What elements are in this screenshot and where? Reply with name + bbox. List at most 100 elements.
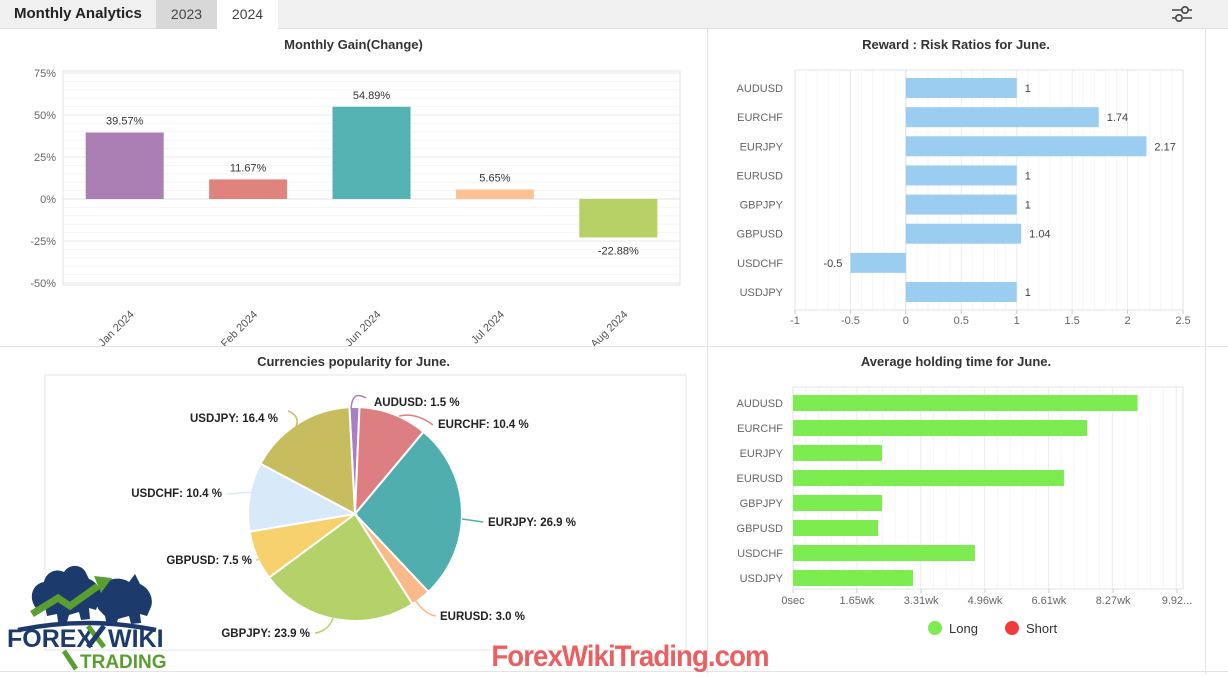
bar-value-label: 2.17 [1154, 141, 1175, 153]
pie-slice-EURCHF[interactable] [353, 406, 425, 517]
x-axis-tick-label: 2 [1125, 315, 1131, 327]
plot-border [62, 70, 681, 286]
bar-value-label: -0.5 [823, 258, 842, 270]
y-axis-tick-label: 25% [34, 152, 56, 164]
x-axis-tick-label: 1 [1014, 315, 1020, 327]
reward-risk-title: Reward : Risk Ratios for June. [862, 37, 1050, 52]
bar-Aug-2024[interactable] [579, 199, 658, 238]
x-axis-tick-label: -1 [790, 315, 800, 327]
pie-label-GBPJPY: GBPJPY: 23.9 % [221, 628, 310, 640]
bar-value-label: 1 [1025, 83, 1031, 95]
ht-bar-USDJPY[interactable] [793, 570, 913, 586]
currencies-popularity-title: Currencies popularity for June. [257, 354, 450, 369]
pair-label: AUDUSD [737, 83, 784, 95]
legend-label-short: Short [1026, 621, 1057, 636]
logo-word-forex: FOREX [7, 625, 93, 653]
bar-Jun-2024[interactable] [332, 106, 411, 199]
x-axis-tick-label: -0.5 [841, 315, 860, 327]
holding-time-title: Average holding time for June. [860, 354, 1052, 369]
rr-bar-EURJPY[interactable] [905, 136, 1147, 157]
label-connector [226, 491, 254, 495]
page-title: Monthly Analytics [14, 5, 142, 22]
top-bar: Monthly Analytics 2023 2024 [0, 0, 1228, 29]
pair-label: GBPUSD [737, 523, 784, 535]
pie-slice-EURJPY[interactable] [353, 430, 463, 594]
tab-2024[interactable]: 2024 [217, 0, 278, 29]
ht-bar-EURJPY[interactable] [793, 445, 883, 461]
x-axis-tick-label: 6.61wk [1031, 595, 1066, 607]
plot-border [792, 386, 1184, 590]
bar-Jul-2024[interactable] [455, 189, 534, 199]
bottom-border [0, 671, 1228, 672]
pair-label: AUDUSD [737, 398, 784, 410]
panel-holding-time: Average holding time for June. AUDUSD EUR… [707, 347, 1205, 671]
legend-label-long: Long [949, 621, 978, 636]
pie-slice-USDCHF[interactable] [247, 462, 359, 533]
y-axis-tick-label: 75% [34, 68, 56, 80]
rr-bar-EURCHF[interactable] [905, 107, 1099, 128]
rr-bar-EURUSD[interactable] [905, 165, 1017, 186]
watermark-text: ForexWikiTrading.com [491, 640, 769, 673]
bar-Jan-2024[interactable] [85, 132, 164, 199]
bear-bull-graphic [17, 565, 157, 633]
pie-label-USDJPY: USDJPY: 16.4 % [190, 413, 278, 425]
x-axis-category-label: Aug 2024 [589, 309, 631, 346]
pair-label: USDJPY [740, 573, 784, 585]
sliders-icon[interactable] [1170, 2, 1194, 26]
x-axis-tick-label: 3.31wk [904, 595, 939, 607]
x-axis-category-label: Jun 2024 [343, 309, 383, 346]
holding-time-chart[interactable]: AUDUSD EURCHF EURJPY EURUSD GBPJPY GBPUSD USDC… [707, 347, 1205, 671]
vertical-divider-right [1205, 28, 1206, 674]
bar-value-label: 1.74 [1107, 112, 1128, 124]
monthly-gain-title: Monthly Gain(Change) [284, 37, 423, 52]
rr-bar-USDCHF[interactable] [850, 252, 906, 273]
rr-bar-GBPUSD[interactable] [905, 223, 1022, 244]
reward-risk-chart[interactable]: AUDUSD 1 EURCHF 1.74 EURJPY 2.17 EURUSD 1 GBPJPY… [707, 28, 1205, 346]
pair-label: EURJPY [740, 141, 784, 153]
bar-value-label: 1.04 [1029, 229, 1050, 241]
x-axis-tick-label: 2.5 [1175, 315, 1190, 327]
bar-value-label: 1 [1025, 170, 1031, 182]
bar-value-label: 54.89% [353, 90, 391, 102]
monthly-gain-chart[interactable]: 75% 50% 25% 0% -25% -50% 39.57% Jan 2024 11.67% F… [0, 28, 707, 350]
pie-label-USDCHF: USDCHF: 10.4 % [131, 488, 222, 500]
ht-bar-GBPUSD[interactable] [793, 520, 879, 536]
pair-label: EURCHF [737, 112, 783, 124]
pair-label: USDJPY [740, 287, 784, 299]
plot-border [44, 374, 687, 651]
bar-Feb-2024[interactable] [209, 179, 288, 199]
rr-bar-USDJPY[interactable] [905, 282, 1017, 302]
x-axis-category-label: Feb 2024 [219, 309, 260, 346]
x-axis-tick-label: 9.92... [1162, 595, 1193, 607]
pair-label: USDCHF [737, 548, 783, 560]
ht-bar-GBPJPY[interactable] [793, 495, 883, 511]
pair-label: GBPJPY [740, 200, 784, 212]
rr-bar-AUDUSD[interactable] [905, 78, 1017, 98]
pair-label: EURJPY [740, 448, 784, 460]
ht-bar-AUDUSD[interactable] [793, 395, 1138, 411]
rr-bar-GBPJPY[interactable] [905, 194, 1017, 215]
x-axis-tick-label: 0.5 [954, 315, 969, 327]
ht-bar-USDCHF[interactable] [793, 545, 975, 561]
x-axis-category-label: Jan 2024 [96, 309, 136, 346]
label-connector [414, 599, 437, 617]
pie-label-EURJPY: EURJPY: 26.9 % [488, 517, 576, 529]
pair-label: EURCHF [737, 423, 783, 435]
x-axis-tick-label: 1.5 [1064, 315, 1079, 327]
currencies-popularity-chart[interactable]: AUDUSD: 1.5 % EURCHF: 10.4 % EURJPY: 26.9 … [0, 347, 707, 671]
label-connector [461, 518, 484, 523]
ht-bar-EURCHF[interactable] [793, 420, 1088, 436]
x-axis-tick-label: 0 [903, 315, 909, 327]
tab-2023[interactable]: 2023 [156, 0, 217, 29]
legend-dot-long [928, 621, 942, 635]
bar-value-label: 5.65% [479, 173, 510, 185]
x-axis-tick-label: 4.96wk [968, 595, 1003, 607]
ht-bar-EURUSD[interactable] [793, 470, 1064, 486]
logo-word-trading: TRADING [80, 652, 167, 672]
x-axis-tick-label: 1.65wk [839, 595, 874, 607]
label-connector [398, 414, 434, 426]
y-axis-tick-label: 50% [34, 110, 56, 122]
pair-label: GBPUSD [737, 229, 784, 241]
pie-label-GBPUSD: GBPUSD: 7.5 % [166, 555, 252, 567]
pie-slice-GBPJPY[interactable] [267, 512, 414, 622]
